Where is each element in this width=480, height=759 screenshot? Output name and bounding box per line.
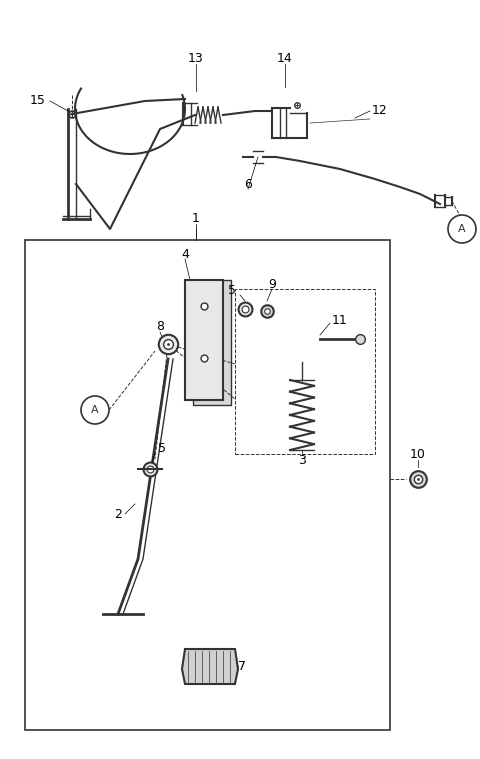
Text: 5: 5 xyxy=(228,285,236,298)
Text: 12: 12 xyxy=(372,105,388,118)
Text: 1: 1 xyxy=(192,213,200,225)
Text: 14: 14 xyxy=(277,52,293,65)
Polygon shape xyxy=(182,649,238,684)
Text: 10: 10 xyxy=(410,448,426,461)
Text: 11: 11 xyxy=(332,314,348,327)
Text: 9: 9 xyxy=(268,278,276,291)
Text: 7: 7 xyxy=(238,660,246,672)
Text: 5: 5 xyxy=(158,442,166,455)
Text: 6: 6 xyxy=(244,178,252,191)
Text: 13: 13 xyxy=(188,52,204,65)
Bar xyxy=(235,289,375,454)
Text: 8: 8 xyxy=(156,320,164,333)
Text: A: A xyxy=(458,224,466,234)
Bar xyxy=(25,240,390,730)
Text: 15: 15 xyxy=(30,95,46,108)
Text: A: A xyxy=(91,405,99,415)
Bar xyxy=(185,280,223,400)
Text: 3: 3 xyxy=(298,455,306,468)
Bar xyxy=(193,280,231,405)
Text: 2: 2 xyxy=(114,508,122,521)
Text: 4: 4 xyxy=(181,247,189,260)
